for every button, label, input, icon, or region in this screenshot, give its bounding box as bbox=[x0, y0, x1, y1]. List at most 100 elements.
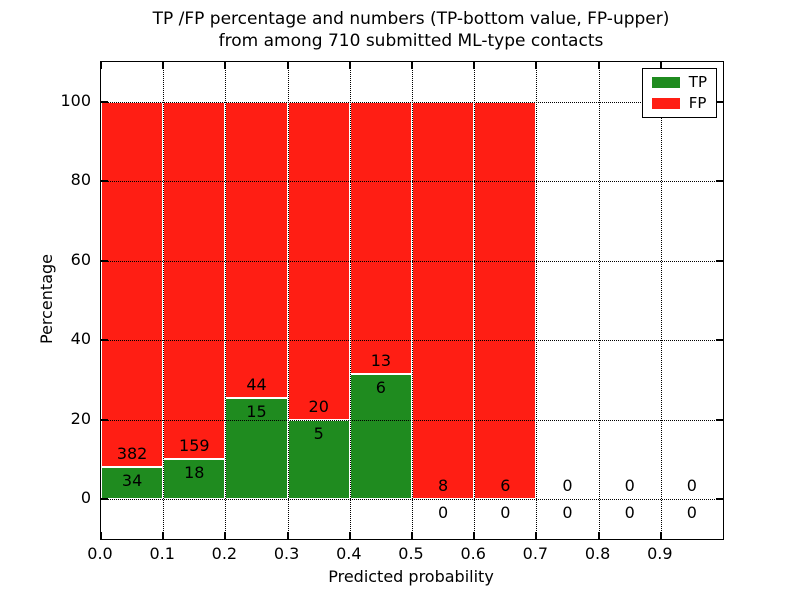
chart-title-line2: from among 710 submitted ML-type contact… bbox=[218, 31, 604, 51]
bar-segment-tp bbox=[163, 458, 226, 500]
gridline-horizontal bbox=[101, 101, 723, 103]
x-tick-label: 0.8 bbox=[584, 544, 611, 563]
fp-count-label: 44 bbox=[246, 375, 267, 395]
x-tick-label: 0.5 bbox=[398, 544, 424, 563]
x-tick-mark-top bbox=[659, 62, 662, 69]
tp-count-label: 18 bbox=[184, 462, 205, 482]
bar-segment-fp bbox=[349, 101, 412, 374]
gridline-vertical bbox=[163, 62, 165, 539]
fp-count-label: 0 bbox=[624, 476, 635, 496]
y-tick-label: 80 bbox=[70, 170, 91, 190]
y-tick-mark-right bbox=[716, 180, 723, 183]
fp-count-label: 13 bbox=[370, 350, 392, 370]
gridline-horizontal bbox=[101, 181, 723, 183]
y-tick-mark-right bbox=[716, 259, 723, 262]
y-tick-mark-right bbox=[716, 100, 723, 103]
y-tick-mark bbox=[101, 498, 108, 501]
legend-swatch-fp-icon bbox=[651, 98, 680, 109]
bar-segment-fp bbox=[225, 101, 288, 399]
tp-count-label: 0 bbox=[562, 503, 573, 523]
gridline-horizontal bbox=[101, 340, 723, 342]
y-tick-label: 20 bbox=[70, 408, 91, 428]
chart-title-line1: TP /FP percentage and numbers (TP-bottom… bbox=[152, 9, 670, 29]
y-tick-mark bbox=[101, 339, 108, 342]
x-tick-mark bbox=[100, 532, 102, 539]
x-tick-mark-top bbox=[224, 62, 227, 69]
x-axis-label: Predicted probability bbox=[328, 567, 494, 586]
x-tick-mark-top bbox=[348, 62, 351, 69]
x-tick-mark bbox=[224, 532, 227, 539]
x-tick-mark bbox=[348, 532, 351, 539]
bar-segment-fp bbox=[474, 101, 537, 500]
legend-swatch-tp-icon bbox=[651, 77, 680, 88]
x-tick-mark-top bbox=[100, 62, 102, 69]
tp-count-label: 34 bbox=[121, 470, 143, 490]
fp-count-label: 159 bbox=[179, 435, 210, 455]
tp-count-label: 0 bbox=[500, 503, 511, 523]
gridline-vertical bbox=[225, 62, 227, 539]
x-tick-label: 0.9 bbox=[647, 544, 673, 563]
legend-label-fp: FP bbox=[688, 94, 707, 112]
x-tick-mark-top bbox=[473, 62, 476, 69]
bar-segment-fp bbox=[101, 101, 164, 467]
y-tick-mark-right bbox=[716, 418, 723, 421]
fp-count-label: 382 bbox=[116, 443, 148, 463]
x-tick-mark-top bbox=[411, 62, 413, 69]
x-tick-label: 0.3 bbox=[273, 544, 300, 563]
y-tick-mark bbox=[101, 259, 108, 262]
x-tick-mark-top bbox=[535, 62, 538, 69]
legend-label-tp: TP bbox=[688, 73, 707, 91]
x-tick-mark bbox=[411, 532, 413, 539]
gridline-vertical bbox=[598, 62, 600, 539]
y-tick-label: 0 bbox=[80, 488, 91, 508]
gridline-vertical bbox=[349, 62, 351, 539]
bar-segment-tp bbox=[349, 373, 412, 500]
x-tick-mark bbox=[473, 532, 476, 539]
y-tick-mark-right bbox=[716, 339, 723, 342]
x-tick-label: 0.1 bbox=[149, 544, 175, 563]
x-tick-mark bbox=[162, 532, 165, 539]
bar-segment-fp bbox=[163, 101, 226, 459]
y-tick-mark bbox=[101, 418, 108, 421]
y-tick-mark bbox=[101, 100, 108, 103]
gridline-horizontal bbox=[101, 499, 723, 501]
x-tick-mark-top bbox=[162, 62, 165, 69]
gridline-vertical bbox=[660, 62, 662, 539]
gridline-vertical bbox=[412, 62, 413, 539]
y-tick-mark bbox=[101, 180, 108, 183]
x-tick-label: 0.4 bbox=[336, 544, 362, 563]
x-tick-mark bbox=[535, 532, 538, 539]
gridline-vertical bbox=[474, 62, 476, 539]
x-tick-mark bbox=[597, 532, 600, 539]
legend-entry-tp: TP bbox=[651, 73, 707, 91]
fp-count-label: 0 bbox=[562, 476, 573, 496]
y-tick-mark-right bbox=[716, 498, 723, 501]
tp-count-label: 0 bbox=[438, 503, 449, 523]
x-tick-label: 0.7 bbox=[522, 544, 549, 563]
fp-count-label: 0 bbox=[686, 476, 697, 496]
legend: TP FP bbox=[641, 68, 717, 118]
tp-count-label: 5 bbox=[313, 423, 324, 443]
gridline-vertical bbox=[536, 62, 538, 539]
fp-count-label: 6 bbox=[500, 476, 511, 496]
x-tick-mark-top bbox=[597, 62, 600, 69]
plot-area: TP FP 382 34 159 18 44 15 20 5 13 6 8 0 6 0 0 0 0 0 0 0 bbox=[100, 61, 724, 540]
x-tick-label: 0.0 bbox=[87, 544, 113, 563]
legend-entry-fp: FP bbox=[651, 94, 707, 112]
gridline-horizontal bbox=[101, 419, 723, 421]
gridline-vertical bbox=[287, 62, 289, 539]
fp-count-label: 20 bbox=[308, 396, 329, 416]
tp-count-label: 0 bbox=[624, 503, 635, 523]
x-tick-label: 0.6 bbox=[460, 544, 486, 563]
bar-segment-fp bbox=[412, 101, 475, 500]
y-axis-label: Percentage bbox=[37, 253, 56, 345]
tp-count-label: 15 bbox=[246, 402, 267, 422]
x-tick-label: 0.2 bbox=[211, 544, 238, 563]
tp-count-label: 6 bbox=[375, 377, 386, 397]
y-tick-label: 100 bbox=[60, 90, 91, 110]
fp-count-label: 8 bbox=[438, 476, 449, 496]
bar-segment-tp bbox=[101, 466, 164, 500]
gridline-horizontal bbox=[101, 260, 723, 262]
x-tick-mark bbox=[659, 532, 662, 539]
